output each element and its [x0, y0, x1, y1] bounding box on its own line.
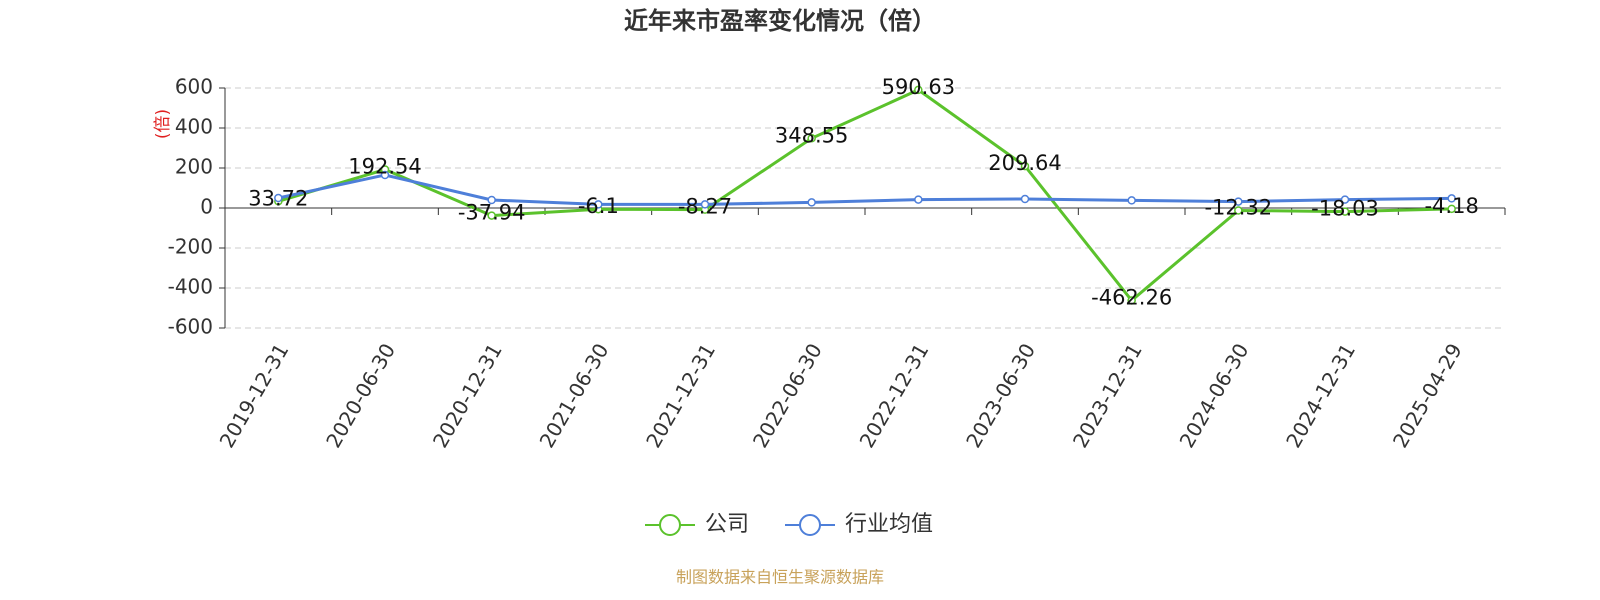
y-axis-label: (倍) — [153, 109, 173, 139]
point — [1020, 194, 1030, 204]
legend-marker — [659, 514, 681, 536]
x-tick-label: 2022-06-30 — [748, 339, 827, 452]
data-label: 209.64 — [988, 151, 1061, 175]
x-tick-label: 2024-06-30 — [1175, 339, 1254, 452]
point — [807, 134, 816, 143]
point — [700, 200, 710, 209]
x-tick-label: 2023-06-30 — [961, 339, 1040, 452]
point — [1127, 296, 1136, 305]
data-label: -4.18 — [1424, 194, 1478, 218]
point — [1020, 161, 1030, 171]
x-tick-label: 2023-12-31 — [1068, 339, 1147, 452]
y-tick-label: 600 — [175, 75, 213, 99]
data-label: -12.32 — [1204, 195, 1272, 219]
data-label: -8.27 — [678, 195, 732, 219]
point — [1340, 195, 1350, 204]
legend-label: 行业均值 — [845, 512, 933, 537]
y-tick-label: 0 — [200, 195, 213, 219]
point — [1234, 206, 1243, 215]
point — [807, 198, 816, 207]
source-note: 制图数据来自恒生聚源数据库 — [676, 568, 884, 587]
legend-marker — [799, 514, 821, 536]
y-tick-label: 200 — [175, 155, 213, 179]
data-label: 590.63 — [882, 75, 955, 99]
point — [1234, 197, 1243, 206]
point — [487, 195, 496, 205]
point — [274, 193, 283, 203]
point — [380, 170, 390, 180]
y-tick-label: -200 — [168, 235, 213, 259]
point — [914, 195, 923, 204]
point — [594, 200, 603, 209]
data-label: 348.55 — [775, 123, 848, 147]
x-tick-label: 2020-06-30 — [321, 339, 400, 452]
x-tick-label: 2021-06-30 — [535, 339, 614, 452]
x-tick-label: 2025-04-29 — [1388, 339, 1467, 452]
legend-label: 公司 — [705, 512, 749, 537]
point — [1340, 207, 1350, 216]
y-tick-label: -600 — [168, 315, 213, 339]
x-tick-label: 2021-12-31 — [641, 339, 720, 452]
data-label: 33.72 — [248, 186, 308, 210]
point — [1447, 194, 1456, 203]
series-line — [277, 88, 1452, 303]
point — [914, 85, 923, 95]
x-tick-label: 2019-12-31 — [215, 339, 294, 452]
chart-title: 近年来市盈率变化情况（倍） — [624, 7, 936, 35]
point — [487, 211, 496, 220]
series-line — [278, 173, 1452, 206]
y-tick-label: -400 — [168, 275, 213, 299]
y-tick-label: 400 — [175, 115, 213, 139]
point — [1447, 204, 1456, 214]
x-tick-label: 2022-12-31 — [855, 339, 934, 452]
x-tick-label: 2024-12-31 — [1281, 339, 1360, 452]
data-label: -18.03 — [1311, 197, 1379, 221]
data-label: -462.26 — [1091, 285, 1172, 309]
point — [1127, 196, 1136, 205]
data-label: 192.54 — [348, 154, 421, 178]
data-label: -6.1 — [578, 194, 619, 218]
data-label: -37.94 — [458, 201, 526, 225]
x-tick-label: 2020-12-31 — [428, 339, 507, 452]
